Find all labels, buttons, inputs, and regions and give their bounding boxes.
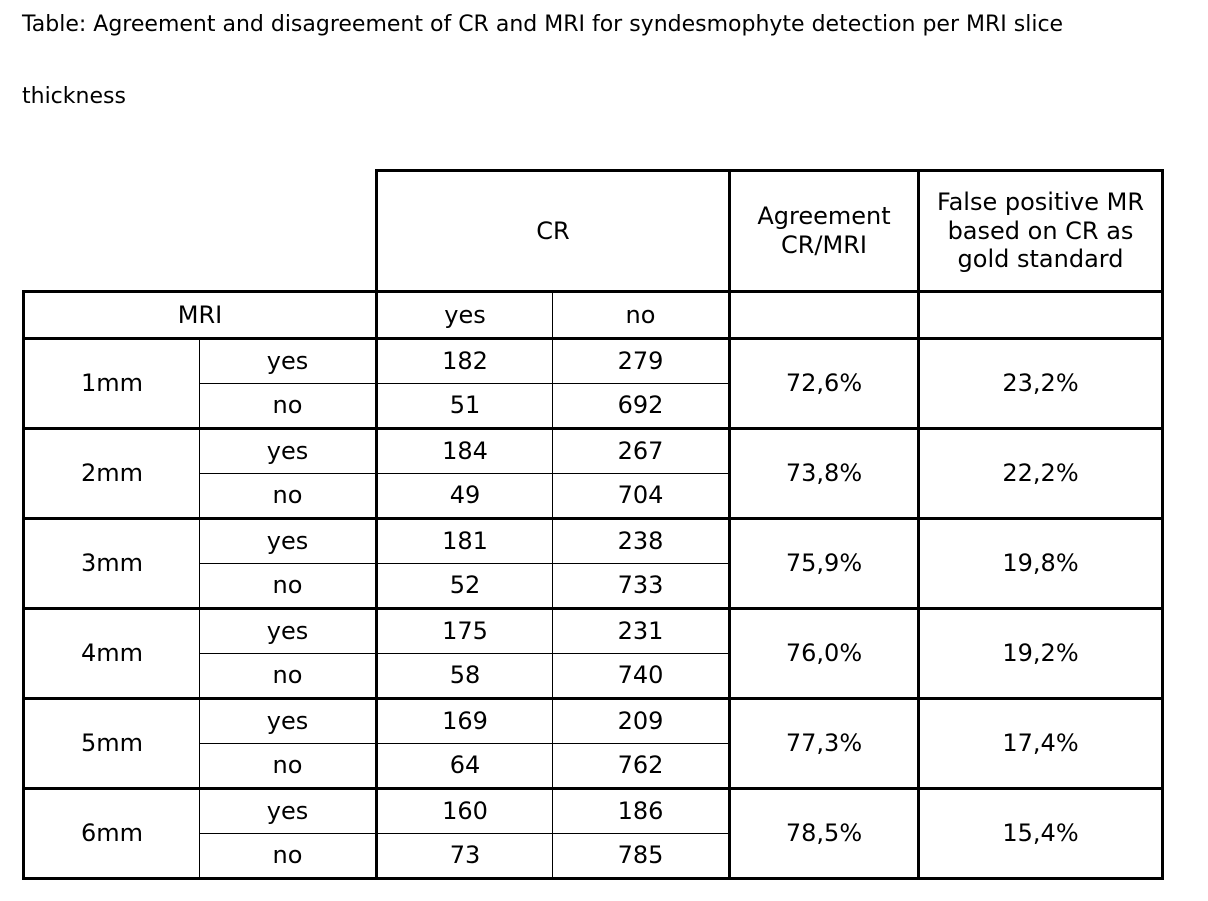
mri-answer-no-cell: no	[199, 743, 378, 789]
table-row: no 58 740	[24, 653, 1163, 699]
mri-answer-yes-cell: yes	[199, 787, 378, 834]
cr-yes-value-cell: 73	[376, 833, 553, 880]
agreement-table: CR Agreement CR/MRI False positive MR ba…	[22, 169, 1164, 880]
header-row-top: CR Agreement CR/MRI False positive MR ba…	[24, 169, 1164, 292]
false-positive-value-cell: 19,8%	[918, 517, 1164, 609]
cr-yes-header: yes	[376, 290, 553, 340]
cr-no-value-cell: 238	[552, 517, 731, 564]
agreement-value-cell: 72,6%	[729, 337, 920, 429]
mri-answer-yes-cell: yes	[199, 607, 378, 654]
cr-yes-value-cell: 49	[376, 473, 553, 519]
cr-no-value-cell: 231	[552, 607, 731, 654]
cr-yes-value-cell: 64	[376, 743, 553, 789]
cr-yes-value-cell: 58	[376, 653, 553, 699]
cr-no-value-cell: 740	[552, 653, 731, 699]
agreement-value-cell: 78,5%	[729, 787, 920, 880]
slice-thickness-cell: 2mm	[22, 427, 200, 519]
table-row: no 73 785	[24, 833, 1163, 880]
agreement-subheader-blank	[729, 290, 920, 340]
mri-answer-yes-cell: yes	[199, 427, 378, 474]
slice-thickness-cell: 5mm	[22, 697, 200, 789]
cr-no-value-cell: 762	[552, 743, 731, 789]
cr-yes-value-cell: 169	[376, 697, 553, 744]
agreement-value-cell: 76,0%	[729, 607, 920, 699]
cr-no-value-cell: 186	[552, 787, 731, 834]
table-row: 6mm yes 160 186 78,5% 15,4%	[22, 787, 1164, 880]
mri-answer-no-cell: no	[199, 563, 378, 609]
mri-answer-no-cell: no	[199, 833, 378, 880]
cr-yes-value-cell: 184	[376, 427, 553, 474]
header-row-sub: MRI yes no	[22, 290, 1164, 340]
table-row: 4mm yes 175 231 76,0% 19,2%	[22, 607, 1164, 699]
cr-no-value-cell: 704	[552, 473, 731, 519]
table-caption-line-2: thickness	[22, 84, 126, 109]
cr-yes-value-cell: 52	[376, 563, 553, 609]
mri-answer-no-cell: no	[199, 473, 378, 519]
cr-no-value-cell: 267	[552, 427, 731, 474]
mri-answer-no-cell: no	[199, 653, 378, 699]
false-positive-subheader-blank	[918, 290, 1164, 340]
cr-no-header: no	[552, 290, 731, 340]
mri-answer-no-cell: no	[199, 383, 378, 429]
table-row: 2mm yes 184 267 73,8% 22,2%	[22, 427, 1164, 519]
false-positive-header: False positive MR based on CR as gold st…	[918, 169, 1164, 292]
false-positive-value-cell: 23,2%	[918, 337, 1164, 429]
table-row: 5mm yes 169 209 77,3% 17,4%	[22, 697, 1164, 789]
blank-corner	[24, 171, 377, 292]
mri-answer-yes-cell: yes	[199, 517, 378, 564]
cr-yes-value-cell: 182	[376, 337, 553, 384]
false-positive-value-cell: 15,4%	[918, 787, 1164, 880]
cr-yes-value-cell: 181	[376, 517, 553, 564]
agreement-value-cell: 73,8%	[729, 427, 920, 519]
agreement-value-cell: 77,3%	[729, 697, 920, 789]
slice-thickness-cell: 3mm	[22, 517, 200, 609]
slice-thickness-cell: 6mm	[22, 787, 200, 880]
cr-no-value-cell: 692	[552, 383, 731, 429]
false-positive-value-cell: 17,4%	[918, 697, 1164, 789]
slice-thickness-cell: 1mm	[22, 337, 200, 429]
table-row: no 52 733	[24, 563, 1163, 609]
cr-no-value-cell: 785	[552, 833, 731, 880]
slice-thickness-cell: 4mm	[22, 607, 200, 699]
table-row: no 49 704	[24, 473, 1163, 519]
cr-no-value-cell: 733	[552, 563, 731, 609]
mri-answer-yes-cell: yes	[199, 697, 378, 744]
table-row: 3mm yes 181 238 75,9% 19,8%	[22, 517, 1164, 609]
table-row: 1mm yes 182 279 72,6% 23,2%	[22, 337, 1164, 429]
cr-yes-value-cell: 175	[376, 607, 553, 654]
mri-header: MRI	[22, 290, 378, 340]
false-positive-value-cell: 19,2%	[918, 607, 1164, 699]
agreement-value-cell: 75,9%	[729, 517, 920, 609]
cr-no-value-cell: 279	[552, 337, 731, 384]
cr-yes-value-cell: 51	[376, 383, 553, 429]
false-positive-value-cell: 22,2%	[918, 427, 1164, 519]
mri-answer-yes-cell: yes	[199, 337, 378, 384]
agreement-header: Agreement CR/MRI	[729, 169, 920, 292]
table-row: no 64 762	[24, 743, 1163, 789]
cr-header: CR	[375, 169, 731, 292]
cr-yes-value-cell: 160	[376, 787, 553, 834]
table-row: no 51 692	[24, 383, 1163, 429]
table-caption-line-1: Table: Agreement and disagreement of CR …	[22, 12, 1064, 37]
cr-no-value-cell: 209	[552, 697, 731, 744]
